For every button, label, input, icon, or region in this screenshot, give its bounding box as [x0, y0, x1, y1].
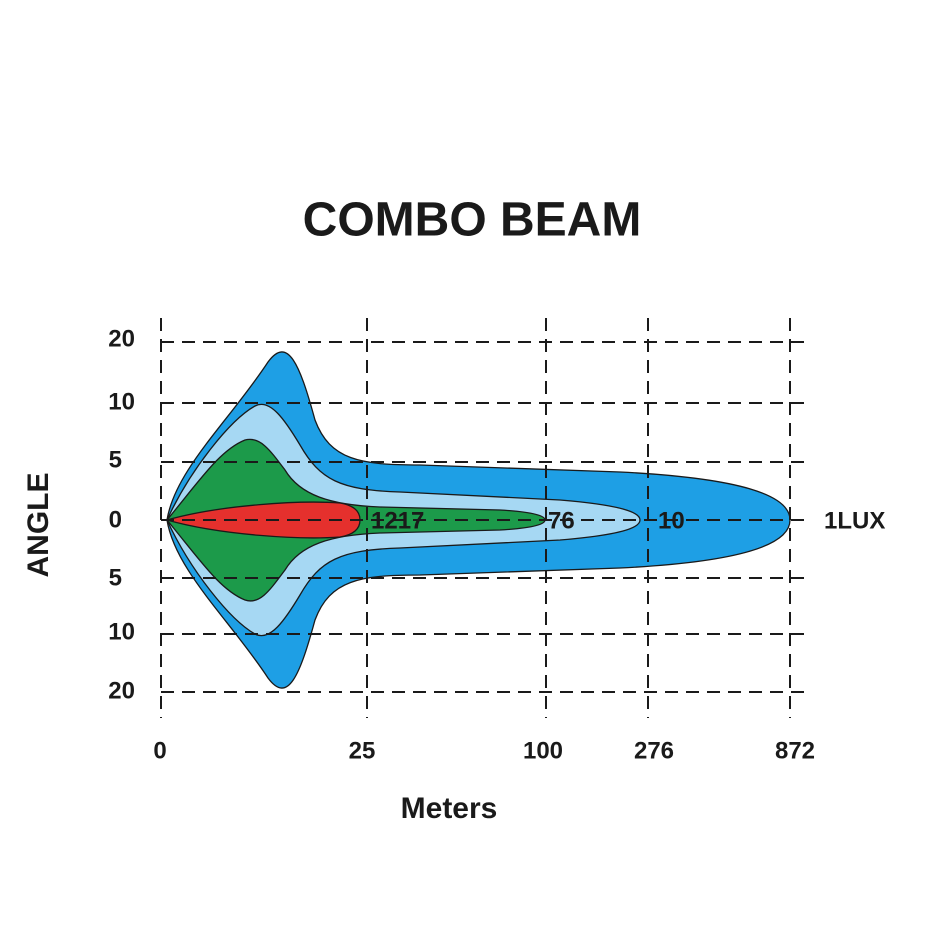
zone-label: 1217	[371, 507, 424, 534]
x-tick-label: 872	[775, 737, 815, 764]
x-axis-label: Meters	[401, 792, 498, 825]
zone-labels: 1217 76 10 1LUX	[371, 507, 885, 534]
x-tick-label: 100	[523, 737, 563, 764]
y-tick-label: 0	[109, 506, 122, 533]
y-tick-label: 20	[108, 325, 135, 352]
y-tick-label: 10	[108, 618, 135, 645]
title: COMBO BEAM	[303, 194, 642, 247]
y-tick-label: 5	[109, 564, 122, 591]
x-tick-label: 25	[349, 737, 376, 764]
grid	[160, 318, 805, 718]
y-ticks: 20 10 5 0 5 10 20	[108, 325, 135, 704]
zone-label: 1LUX	[824, 507, 885, 534]
zone-label: 10	[658, 507, 685, 534]
x-ticks: 0 25 100 276 872	[153, 737, 815, 764]
y-tick-label: 20	[108, 677, 135, 704]
y-tick-label: 10	[108, 388, 135, 415]
zone-label: 76	[548, 507, 575, 534]
y-axis-label: ANGLE	[22, 473, 55, 578]
y-tick-label: 5	[109, 446, 122, 473]
x-tick-label: 0	[153, 737, 166, 764]
x-tick-label: 276	[634, 737, 674, 764]
